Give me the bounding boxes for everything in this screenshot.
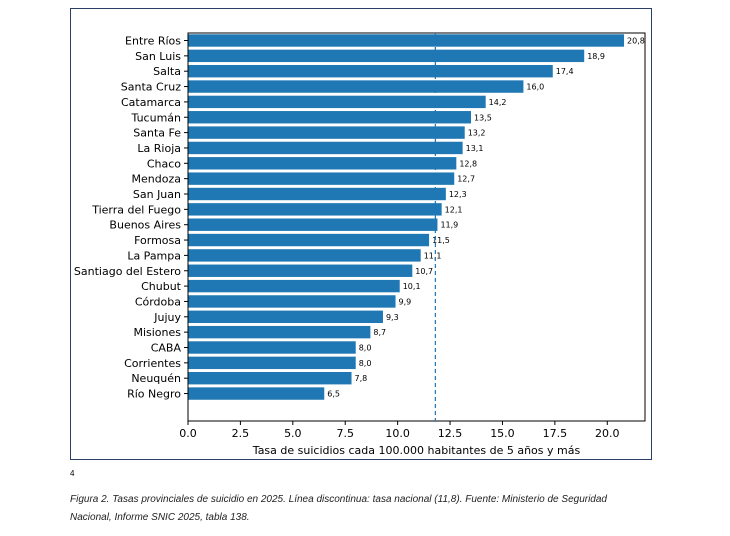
- category-label: Santa Fe: [133, 127, 181, 140]
- bar-value-label: 12,1: [445, 205, 463, 214]
- x-tick-label: 10.0: [385, 427, 410, 440]
- x-tick-label: 12.5: [438, 427, 463, 440]
- bar: [188, 249, 421, 262]
- bar-value-label: 12,3: [449, 190, 467, 199]
- bar: [188, 218, 438, 231]
- bar-chart: 20,8 18,9 17,4 16,0 14,2 13,5 13,2 13,1 12,8 12,7…: [74, 32, 646, 457]
- category-label: La Pampa: [127, 249, 181, 262]
- category-label: Buenos Aires: [109, 219, 181, 232]
- category-label: Córdoba: [135, 295, 181, 308]
- bar: [188, 157, 457, 170]
- bar: [188, 203, 442, 216]
- bar-value-label: 8,7: [373, 328, 386, 337]
- x-tick-label: 0.0: [179, 427, 197, 440]
- category-label: Tierra del Fuego: [91, 203, 181, 216]
- category-label: Santiago del Estero: [74, 265, 181, 278]
- category-label: Chubut: [141, 280, 182, 293]
- bar-value-label: 9,3: [386, 313, 399, 322]
- bar: [188, 126, 465, 139]
- x-tick-label: 7.5: [336, 427, 354, 440]
- bar: [188, 325, 371, 339]
- bar: [188, 341, 356, 354]
- bar: [188, 310, 383, 323]
- x-tick-label: 17.5: [543, 427, 568, 440]
- category-label: San Luis: [135, 50, 181, 63]
- category-label: Salta: [153, 65, 181, 78]
- bar: [188, 279, 400, 293]
- category-label: Santa Cruz: [121, 81, 181, 94]
- bar-value-label: 13,5: [474, 113, 492, 122]
- bar: [188, 65, 553, 78]
- bar-value-label: 12,7: [457, 175, 475, 184]
- bar-value-label: 11,9: [440, 221, 458, 230]
- bar-value-label: 6,5: [327, 390, 340, 399]
- bar-value-label: 13,1: [466, 144, 484, 153]
- category-label: San Juan: [133, 188, 181, 201]
- category-label: Corrientes: [124, 357, 181, 370]
- bar-value-label: 11,5: [432, 236, 450, 245]
- category-label: Catamarca: [121, 96, 181, 109]
- chart-frame: 20,8 18,9 17,4 16,0 14,2 13,5 13,2 13,1 12,8 12,7…: [70, 8, 652, 460]
- bar: [188, 372, 352, 385]
- category-label: Neuquén: [131, 372, 181, 385]
- bar-value-label: 17,4: [556, 67, 574, 76]
- bar: [188, 141, 463, 155]
- bar: [188, 387, 325, 400]
- bar: [188, 187, 446, 201]
- category-label: Jujuy: [153, 311, 181, 324]
- figure-caption: Figura 2. Tasas provinciales de suicidio…: [70, 494, 607, 523]
- bar: [188, 49, 585, 63]
- bar-value-label: 8,0: [359, 359, 372, 368]
- category-label: Formosa: [134, 234, 181, 247]
- x-axis-label: Tasa de suicidios cada 100.000 habitante…: [252, 444, 581, 457]
- category-label: Mendoza: [132, 173, 181, 186]
- category-label: La Rioja: [137, 142, 181, 155]
- x-tick-label: 5.0: [284, 427, 302, 440]
- bar: [188, 95, 486, 109]
- bar-value-label: 18,9: [587, 52, 605, 61]
- bar-value-label: 8,0: [359, 344, 372, 353]
- x-tick-label: 15.0: [490, 427, 515, 440]
- bar: [188, 264, 413, 277]
- bar-value-label: 20,8: [627, 37, 645, 46]
- plot-area: [187, 32, 646, 422]
- bar-value-label: 9,9: [399, 297, 412, 306]
- category-label: Río Negro: [127, 388, 181, 401]
- bar-value-label: 10,1: [403, 282, 421, 291]
- bar: [188, 233, 430, 247]
- bar: [188, 172, 455, 185]
- bar-value-label: 14,2: [489, 98, 507, 107]
- bar-value-label: 10,7: [415, 267, 433, 276]
- category-label: Misiones: [133, 326, 181, 339]
- bar-value-label: 12,8: [459, 159, 477, 168]
- bar-value-label: 16,0: [526, 83, 544, 92]
- category-label: Entre Ríos: [125, 35, 181, 48]
- category-label: Tucumán: [131, 111, 181, 124]
- bar: [188, 356, 356, 370]
- x-tick-label: 20.0: [595, 427, 620, 440]
- bar: [188, 111, 472, 124]
- x-tick-label: 2.5: [232, 427, 250, 440]
- page-number: 4: [70, 469, 75, 478]
- category-label: CABA: [151, 342, 182, 355]
- bar: [188, 34, 625, 47]
- bar-value-label: 11,1: [424, 251, 442, 260]
- bar: [188, 295, 396, 308]
- bar-value-label: 13,2: [468, 129, 486, 138]
- category-label: Chaco: [147, 157, 181, 170]
- bar: [188, 80, 524, 93]
- bar-value-label: 7,8: [355, 374, 368, 383]
